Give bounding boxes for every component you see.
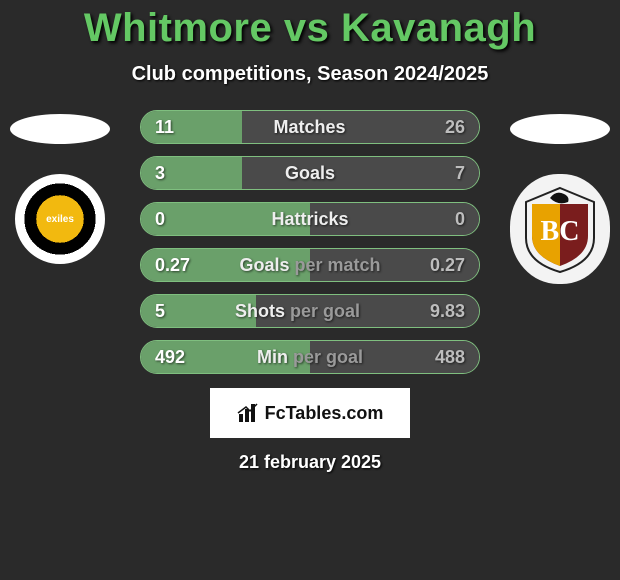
- bar-chart-icon: [237, 402, 259, 424]
- stat-row: 492 Min per goal 488: [140, 340, 480, 374]
- stat-row: 0.27 Goals per match 0.27: [140, 248, 480, 282]
- stat-label: Shots per goal: [235, 301, 360, 322]
- stat-row: 11 Matches 26: [140, 110, 480, 144]
- stat-value-left: 5: [155, 301, 165, 322]
- stat-label-main: Shots: [235, 301, 285, 321]
- right-club-badge-icon: BC: [510, 174, 610, 284]
- title-player-left: Whitmore: [84, 6, 272, 50]
- page-title: Whitmore vs Kavanagh: [84, 6, 536, 50]
- stat-label-dim: per match: [290, 255, 381, 275]
- title-player-right: Kavanagh: [341, 6, 536, 50]
- left-team-col: exiles: [0, 110, 120, 264]
- right-badge-text: BC: [541, 216, 580, 247]
- stat-row: 3 Goals 7: [140, 156, 480, 190]
- stat-fill-right: [242, 157, 479, 189]
- stat-label-dim: per goal: [285, 301, 360, 321]
- stat-value-left: 0.27: [155, 255, 190, 276]
- date-label: 21 february 2025: [0, 452, 620, 473]
- stat-value-right: 0: [455, 209, 465, 230]
- stat-label: Goals: [285, 163, 335, 184]
- stat-row: 0 Hattricks 0: [140, 202, 480, 236]
- stat-label: Hattricks: [271, 209, 348, 230]
- stat-value-right: 488: [435, 347, 465, 368]
- stat-value-left: 3: [155, 163, 165, 184]
- right-ellipse-icon: [510, 114, 610, 144]
- stat-label-dim: per goal: [288, 347, 363, 367]
- watermark-text: FcTables.com: [265, 403, 384, 424]
- stat-value-right: 0.27: [430, 255, 465, 276]
- stat-label-main: Hattricks: [271, 209, 348, 229]
- stat-label-main: Goals: [239, 255, 289, 275]
- right-team-col: BC: [500, 110, 620, 284]
- left-club-badge-icon: exiles: [15, 174, 105, 264]
- subtitle: Club competitions, Season 2024/2025: [0, 63, 620, 86]
- stat-label-main: Matches: [273, 117, 345, 137]
- title-vs: vs: [284, 6, 330, 50]
- header: Whitmore vs Kavanagh: [0, 0, 620, 51]
- stat-label-main: Min: [257, 347, 288, 367]
- left-ellipse-icon: [10, 114, 110, 144]
- stat-label: Min per goal: [257, 347, 363, 368]
- stat-value-left: 0: [155, 209, 165, 230]
- comparison-panel: exiles BC 11Matches263Goals70Hattricks00…: [0, 110, 620, 380]
- stat-value-left: 492: [155, 347, 185, 368]
- watermark-badge: FcTables.com: [210, 388, 410, 438]
- stat-row: 5 Shots per goal 9.83: [140, 294, 480, 328]
- left-badge-text: exiles: [46, 214, 74, 225]
- stat-label-main: Goals: [285, 163, 335, 183]
- stat-value-right: 26: [445, 117, 465, 138]
- stat-value-right: 9.83: [430, 301, 465, 322]
- stat-label: Goals per match: [239, 255, 380, 276]
- stat-value-right: 7: [455, 163, 465, 184]
- stats-list: 11 Matches 26 3 Goals 7 0 Hattricks 0 0.27 Goals p…: [140, 110, 480, 386]
- stat-label: Matches: [273, 117, 345, 138]
- stat-value-left: 11: [155, 117, 174, 138]
